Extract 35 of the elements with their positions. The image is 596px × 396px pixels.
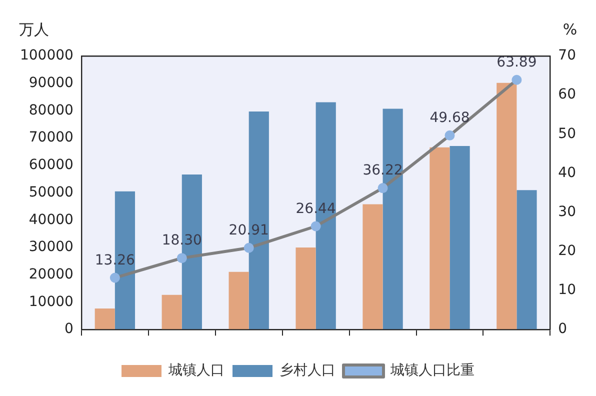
legend-label: 城镇人口 [168,362,224,379]
y-tick-label: 40000 [28,212,74,228]
bar [296,248,316,330]
y2-tick-label: 60 [558,86,576,103]
y2-tick-label: 0 [558,321,568,338]
y2-tick-label: 30 [558,204,576,220]
y2-axis-title: % [562,20,578,38]
bar [496,82,517,330]
y-tick-label: 30000 [28,239,74,256]
bar [228,272,249,330]
y2-tick-label: 20 [558,243,576,260]
y-tick-label: 50000 [28,184,74,200]
y-tick-label: 90000 [28,75,74,91]
y-tick-label: 20000 [28,266,74,283]
y2-tick-label: 10 [558,282,576,298]
y-tick-label: 100000 [20,48,74,64]
y-tick-label: 10000 [28,294,74,310]
y-tick-label: 70000 [28,130,74,146]
legend-label: 城镇人口比重 [390,362,474,379]
data-label: 63.89 [496,54,537,71]
bar [430,147,450,330]
bar [94,308,115,330]
y-tick-label: 60000 [28,157,74,174]
y2-tick-label: 40 [558,164,576,181]
legend-label: 乡村人口 [280,362,336,379]
bar [162,294,182,330]
bar [450,146,470,330]
bar [516,190,537,330]
y2-tick-label: 70 [558,48,576,64]
y2-tick-label: 50 [558,126,576,142]
y-axis-title: 万人 [19,20,49,38]
data-label: 49.68 [430,110,470,126]
bar [362,204,383,330]
y-tick-label: 0 [64,321,74,338]
y-tick-label: 80000 [28,102,74,118]
